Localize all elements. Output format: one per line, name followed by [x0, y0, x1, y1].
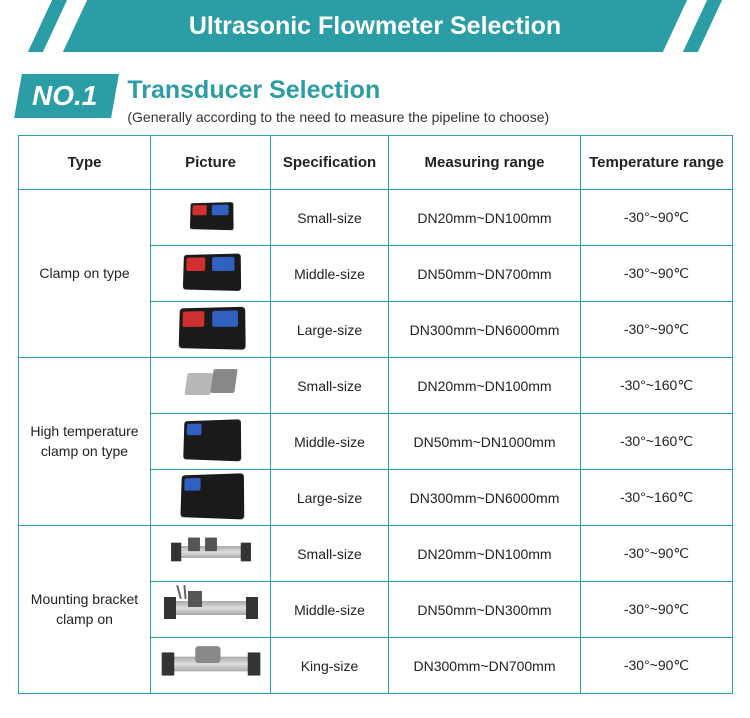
table-header-row: Type Picture Specification Measuring ran… — [19, 136, 733, 190]
cell-type: Mounting bracket clamp on — [19, 526, 151, 694]
cell-picture — [151, 190, 271, 246]
product-icon — [182, 254, 240, 291]
table-row: Clamp on type Small-size DN20mm~DN100mm … — [19, 190, 733, 246]
cell-temp: -30°~90℃ — [581, 526, 733, 582]
product-icon — [163, 657, 258, 672]
cell-range: DN50mm~DN1000mm — [389, 414, 581, 470]
header-stripe — [663, 0, 707, 52]
product-icon — [183, 419, 241, 461]
header-banner: Ultrasonic Flowmeter Selection — [0, 0, 750, 52]
cell-temp: -30°~90℃ — [581, 582, 733, 638]
cell-temp: -30°~90℃ — [581, 302, 733, 358]
cell-spec: Middle-size — [271, 414, 389, 470]
section-subtitle: (Generally according to the need to meas… — [127, 109, 549, 125]
product-icon — [186, 369, 236, 399]
cell-type: High temperature clamp on type — [19, 358, 151, 526]
section-number-badge: NO.1 — [14, 74, 119, 118]
cell-spec: Middle-size — [271, 246, 389, 302]
cell-picture — [151, 358, 271, 414]
cell-temp: -30°~160℃ — [581, 358, 733, 414]
cell-range: DN300mm~DN6000mm — [389, 302, 581, 358]
col-header-range: Measuring range — [389, 136, 581, 190]
product-icon — [178, 307, 245, 350]
cell-spec: Middle-size — [271, 582, 389, 638]
cell-picture — [151, 638, 271, 694]
cell-spec: Large-size — [271, 470, 389, 526]
product-icon — [166, 601, 256, 615]
cell-temp: -30°~90℃ — [581, 190, 733, 246]
cell-spec: King-size — [271, 638, 389, 694]
table-row: High temperature clamp on type Small-siz… — [19, 358, 733, 414]
product-icon — [189, 202, 233, 230]
cell-picture — [151, 414, 271, 470]
cell-range: DN50mm~DN300mm — [389, 582, 581, 638]
col-header-type: Type — [19, 136, 151, 190]
col-header-temp: Temperature range — [581, 136, 733, 190]
section-title: Transducer Selection — [127, 76, 549, 105]
table-row: Mounting bracket clamp on Small-size DN2… — [19, 526, 733, 582]
cell-picture — [151, 302, 271, 358]
cell-range: DN300mm~DN700mm — [389, 638, 581, 694]
cell-temp: -30°~90℃ — [581, 638, 733, 694]
cell-range: DN300mm~DN6000mm — [389, 470, 581, 526]
product-icon — [180, 473, 244, 519]
cell-temp: -30°~90℃ — [581, 246, 733, 302]
cell-picture — [151, 470, 271, 526]
cell-spec: Small-size — [271, 358, 389, 414]
cell-range: DN20mm~DN100mm — [389, 526, 581, 582]
cell-spec: Small-size — [271, 526, 389, 582]
col-header-spec: Specification — [271, 136, 389, 190]
header-stripe — [43, 0, 87, 52]
transducer-table: Type Picture Specification Measuring ran… — [18, 135, 733, 694]
cell-range: DN20mm~DN100mm — [389, 358, 581, 414]
product-icon — [172, 546, 249, 558]
section-header: NO.1 Transducer Selection (Generally acc… — [18, 74, 750, 125]
cell-temp: -30°~160℃ — [581, 414, 733, 470]
cell-picture — [151, 526, 271, 582]
cell-type: Clamp on type — [19, 190, 151, 358]
cell-temp: -30°~160℃ — [581, 470, 733, 526]
cell-spec: Small-size — [271, 190, 389, 246]
cell-spec: Large-size — [271, 302, 389, 358]
page-title: Ultrasonic Flowmeter Selection — [189, 12, 561, 41]
cell-range: DN20mm~DN100mm — [389, 190, 581, 246]
col-header-picture: Picture — [151, 136, 271, 190]
cell-range: DN50mm~DN700mm — [389, 246, 581, 302]
cell-picture — [151, 246, 271, 302]
cell-picture — [151, 582, 271, 638]
